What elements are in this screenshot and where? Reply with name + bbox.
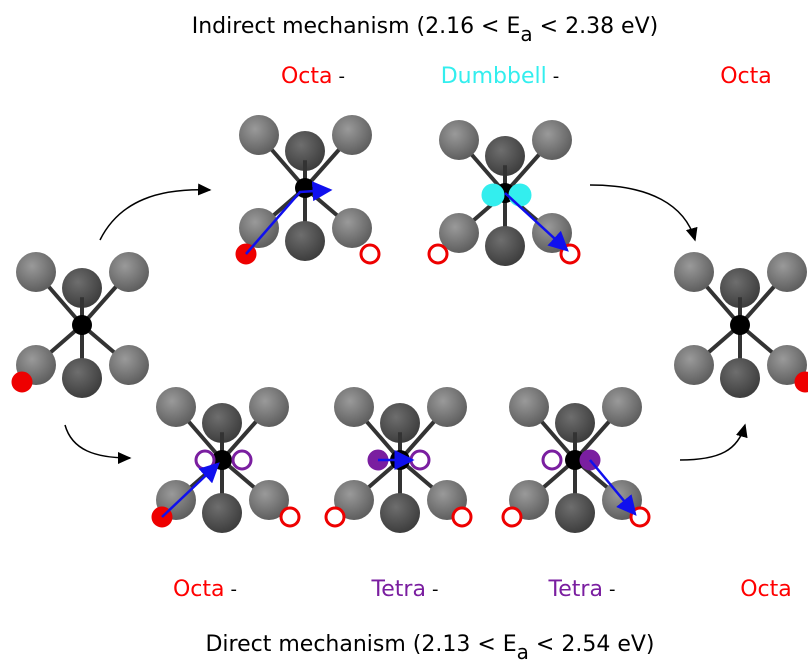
state-label: Dumbbell - — [441, 64, 560, 89]
state-label: Octa - — [281, 64, 345, 89]
separator: - — [339, 66, 346, 87]
atom — [334, 387, 374, 427]
atom — [62, 268, 102, 308]
site-open — [324, 506, 346, 528]
atom — [720, 268, 760, 308]
center-atom — [565, 450, 585, 470]
atom — [439, 213, 479, 253]
atom — [109, 252, 149, 292]
atom — [239, 115, 279, 155]
bottom-title: Direct mechanism (2.13 < Ea < 2.54 eV) — [205, 632, 654, 664]
cluster — [674, 252, 807, 398]
separator: - — [231, 579, 238, 600]
curved-arrow — [589, 184, 698, 242]
state-name: Tetra — [371, 577, 426, 602]
state-label: Octa — [720, 64, 772, 89]
state-label: Octa - — [173, 577, 237, 602]
jump-arrow — [504, 192, 569, 252]
state-name: Octa — [281, 64, 333, 89]
site-open — [451, 506, 473, 528]
state-label: Octa — [740, 577, 792, 602]
atom — [239, 208, 279, 248]
site-filled — [481, 183, 505, 207]
center-atom — [730, 315, 750, 335]
atom — [16, 252, 56, 292]
jump-arrow — [161, 462, 220, 518]
atom — [285, 131, 325, 171]
separator: - — [553, 66, 560, 87]
site-open — [359, 243, 381, 265]
atom — [285, 221, 325, 261]
atom — [532, 120, 572, 160]
clusters — [11, 115, 808, 533]
site-filled — [794, 371, 808, 393]
atom — [334, 480, 374, 520]
atom — [602, 387, 642, 427]
center-atom — [72, 315, 92, 335]
atom — [249, 480, 289, 520]
atom — [767, 252, 807, 292]
atom — [332, 115, 372, 155]
site-open — [279, 506, 301, 528]
atom — [109, 345, 149, 385]
cluster — [16, 252, 149, 398]
atom — [380, 493, 420, 533]
atom — [555, 403, 595, 443]
curved-arrow — [64, 424, 132, 464]
atom — [485, 136, 525, 176]
site-open — [409, 449, 431, 471]
atom — [156, 387, 196, 427]
atom — [555, 493, 595, 533]
cluster — [239, 115, 372, 261]
site-open — [427, 243, 449, 265]
atom — [332, 208, 372, 248]
atom — [720, 358, 760, 398]
site-filled — [11, 371, 33, 393]
site-filled — [508, 183, 532, 207]
jump-arrow — [589, 459, 637, 516]
curved-arrow — [679, 423, 748, 461]
atom — [249, 387, 289, 427]
state-name: Octa — [173, 577, 225, 602]
atom — [202, 403, 242, 443]
jump-arrow — [245, 181, 333, 255]
top-title: Indirect mechanism (2.16 < Ea < 2.38 eV) — [192, 14, 658, 46]
atom — [485, 226, 525, 266]
site-open — [194, 449, 216, 471]
site-open — [501, 506, 523, 528]
state-name: Dumbbell — [441, 64, 547, 89]
state-name: Octa — [740, 577, 792, 602]
atom — [509, 387, 549, 427]
atom — [427, 387, 467, 427]
curved-arrow — [99, 183, 212, 241]
state-name: Octa — [720, 64, 772, 89]
atom — [767, 345, 807, 385]
state-label: Tetra - — [371, 577, 439, 602]
atom — [674, 252, 714, 292]
site-open — [541, 449, 563, 471]
cluster — [509, 387, 642, 533]
separator: - — [432, 579, 439, 600]
cluster — [156, 387, 289, 533]
separator: - — [609, 579, 616, 600]
atom — [202, 493, 242, 533]
atom — [674, 345, 714, 385]
atom — [380, 403, 420, 443]
atom — [439, 120, 479, 160]
state-label: Tetra - — [548, 577, 616, 602]
state-name: Tetra — [548, 577, 603, 602]
atom — [62, 358, 102, 398]
site-open — [231, 449, 253, 471]
